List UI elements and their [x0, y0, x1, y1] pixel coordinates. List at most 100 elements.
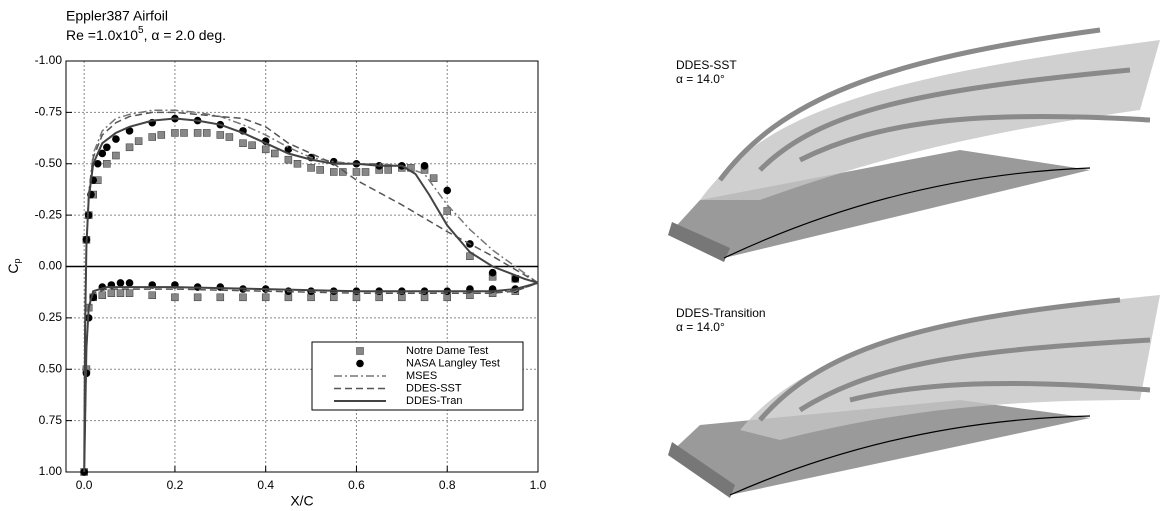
data-point — [216, 131, 225, 139]
subtitle-text: , α = 2.0 deg. — [144, 27, 226, 43]
image-angle: α = 14.0° — [676, 72, 725, 86]
y-tick-label: 0.25 — [39, 310, 63, 324]
x-tick-label: 0.0 — [76, 478, 93, 492]
data-point — [261, 293, 270, 302]
legend-label: DDES-SST — [406, 382, 462, 394]
chart-subtitle: Re =1.0x105, α = 2.0 deg. — [66, 25, 226, 43]
x-tick-label: 0.2 — [167, 478, 184, 492]
data-point — [112, 151, 120, 160]
x-tick-label: 0.8 — [439, 478, 456, 492]
x-tick-label: 0.6 — [348, 478, 365, 492]
data-point — [148, 291, 156, 300]
data-point — [293, 160, 302, 168]
data-point — [248, 141, 256, 150]
data-point — [202, 129, 211, 137]
y-tick-label: -0.75 — [35, 105, 63, 119]
data-point — [107, 289, 116, 297]
x-tick-label: 1.0 — [530, 478, 547, 492]
legend-label: DDES-Tran — [406, 395, 462, 407]
y-tick-label: 1.00 — [39, 464, 63, 478]
legend-symbol — [356, 347, 364, 355]
data-point — [239, 139, 247, 147]
legend-box — [311, 341, 524, 411]
data-point — [330, 168, 338, 176]
data-point — [193, 129, 202, 137]
data-point — [443, 207, 451, 215]
data-point — [116, 289, 125, 297]
series — [80, 114, 520, 476]
data-point — [180, 129, 188, 137]
image-label: DDES-Transition — [676, 306, 766, 320]
x-tick-label: 0.4 — [257, 478, 274, 492]
data-point — [443, 186, 452, 195]
data-point — [125, 289, 134, 297]
vortex-streaks — [718, 27, 1151, 182]
wing-outline — [729, 415, 1091, 496]
data-point — [271, 149, 279, 158]
data-point — [125, 127, 134, 135]
plot-area: -1.00-0.75-0.50-0.250.000.250.500.751.00… — [35, 53, 547, 492]
legend-label: NASA Langley Test — [406, 357, 500, 369]
data-point — [216, 293, 225, 302]
data-point — [384, 166, 392, 174]
wing-surface — [668, 150, 1090, 258]
data-point — [239, 293, 247, 302]
data-point — [171, 129, 179, 137]
series-line — [83, 117, 539, 473]
flow-image-1: DDES-SST α = 14.0° — [668, 27, 1160, 262]
data-point — [98, 291, 107, 300]
series-line — [83, 111, 539, 473]
series — [83, 117, 539, 473]
data-point — [488, 268, 497, 277]
y-tick-label: -0.50 — [35, 156, 63, 170]
series — [80, 129, 520, 476]
y-label-main: C — [5, 263, 21, 273]
x-axis-label: X/C — [290, 493, 313, 509]
data-point — [307, 164, 315, 172]
data-point — [116, 279, 125, 287]
y-axis-label: Cp — [5, 258, 23, 273]
data-point — [316, 166, 324, 174]
legend-symbol — [356, 359, 364, 368]
y-tick-label: -0.25 — [35, 207, 63, 221]
data-point — [98, 149, 107, 158]
y-tick-label: 0.50 — [39, 361, 63, 375]
data-point — [125, 143, 134, 152]
series — [83, 111, 539, 473]
data-point — [361, 168, 370, 176]
data-point — [103, 143, 111, 152]
y-tick-label: 0.00 — [39, 259, 63, 273]
data-point — [225, 133, 234, 141]
data-point — [261, 145, 270, 154]
subtitle-text: Re =1.0x10 — [66, 27, 138, 43]
subtitle-exponent: 5 — [138, 25, 144, 36]
image-label: DDES-SST — [676, 58, 737, 72]
data-point — [284, 145, 293, 154]
data-point — [157, 131, 166, 139]
legend-label: MSES — [406, 370, 437, 382]
wing-edge — [668, 222, 730, 262]
data-point — [80, 468, 88, 476]
data-point — [125, 279, 134, 287]
data-point — [352, 168, 361, 176]
data-point — [429, 174, 438, 182]
vortex-cloud — [740, 295, 1160, 440]
y-label-sub: p — [12, 258, 22, 263]
flow-image-2: DDES-Transition α = 14.0° — [668, 295, 1160, 498]
data-point — [193, 293, 202, 302]
data-point — [148, 133, 156, 141]
data-point — [171, 293, 179, 302]
data-point — [93, 159, 102, 168]
legend-label: Notre Dame Test — [406, 345, 488, 357]
data-point — [103, 160, 111, 168]
data-point — [284, 155, 293, 164]
data-point — [420, 162, 429, 170]
chart-title: Eppler387 Airfoil — [66, 8, 168, 24]
y-tick-label: 0.75 — [39, 413, 63, 427]
y-tick-label: -1.00 — [35, 53, 63, 67]
vortex-streaks — [758, 297, 1151, 422]
data-point — [112, 135, 120, 143]
wing-outline — [723, 167, 1091, 259]
